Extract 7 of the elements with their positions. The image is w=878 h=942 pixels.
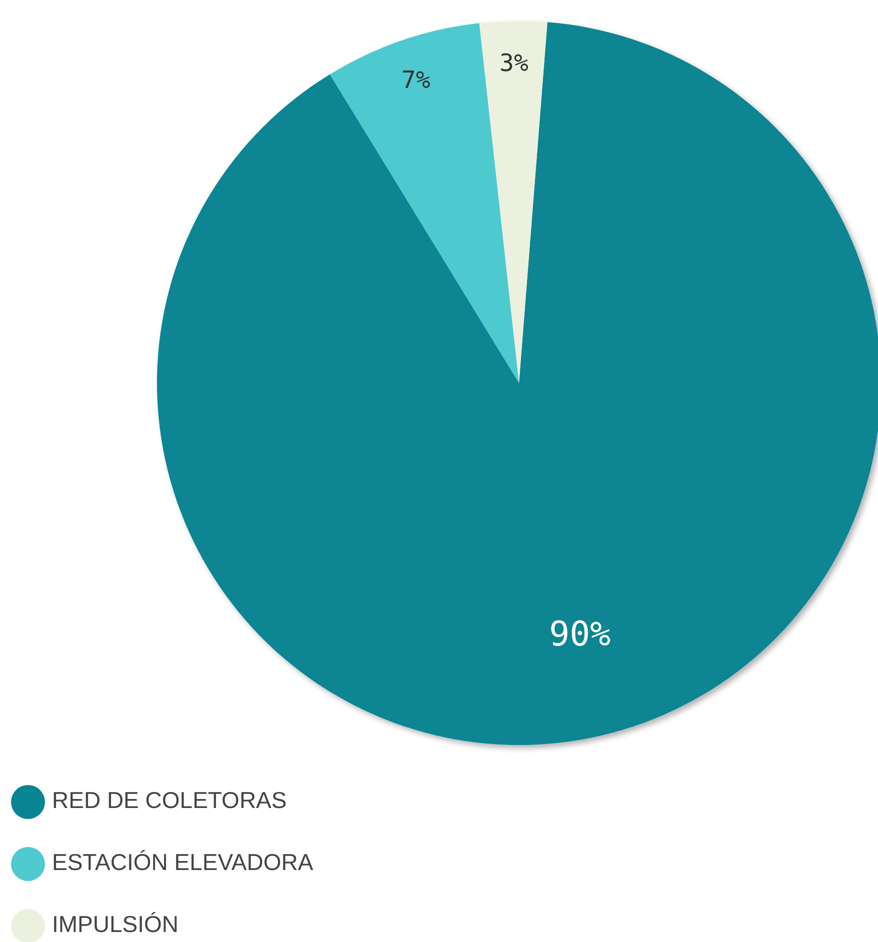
data-label: 7% bbox=[401, 66, 431, 94]
legend-label: IMPULSIÓN bbox=[52, 911, 179, 938]
legend-label: RED DE COLETORAS bbox=[52, 787, 287, 814]
pie-slice bbox=[479, 21, 548, 383]
data-label: 90% bbox=[549, 614, 611, 655]
legend-label: ESTACIÓN ELEVADORA bbox=[52, 849, 314, 876]
data-label: 3% bbox=[500, 49, 529, 78]
